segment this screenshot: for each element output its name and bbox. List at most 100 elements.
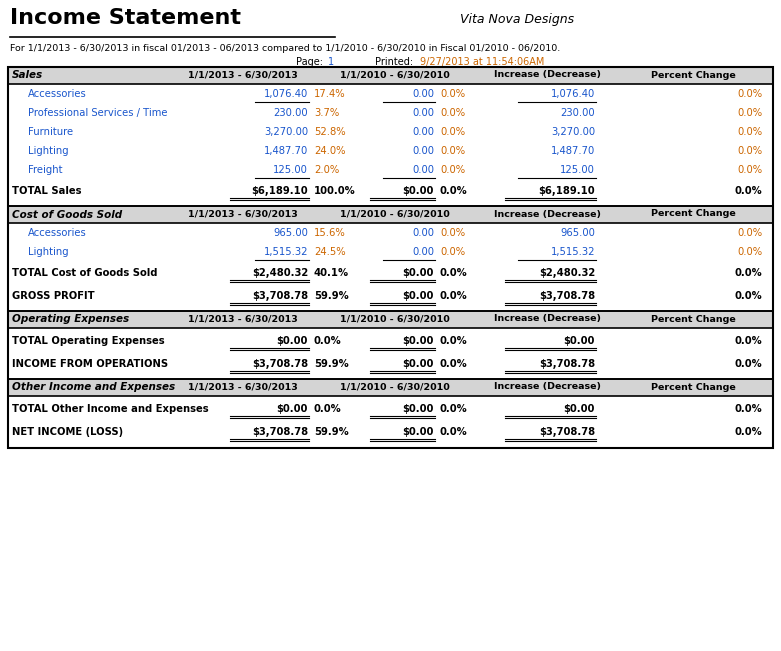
Text: $0.00: $0.00 bbox=[403, 268, 434, 278]
Text: $0.00: $0.00 bbox=[403, 186, 434, 196]
Text: Accessories: Accessories bbox=[28, 228, 87, 238]
Text: Percent Change: Percent Change bbox=[651, 383, 736, 391]
Text: Income Statement: Income Statement bbox=[10, 8, 241, 28]
Text: Percent Change: Percent Change bbox=[651, 210, 736, 219]
Text: 0.0%: 0.0% bbox=[314, 336, 342, 346]
Text: 15.6%: 15.6% bbox=[314, 228, 346, 238]
Text: 0.0%: 0.0% bbox=[734, 427, 762, 437]
Bar bbox=[8, 67, 773, 448]
Text: $0.00: $0.00 bbox=[564, 336, 595, 346]
Text: 3.7%: 3.7% bbox=[314, 108, 339, 118]
Text: 0.0%: 0.0% bbox=[440, 165, 465, 175]
Text: TOTAL Other Income and Expenses: TOTAL Other Income and Expenses bbox=[12, 404, 209, 414]
Text: 1/1/2013 - 6/30/2013: 1/1/2013 - 6/30/2013 bbox=[188, 210, 298, 219]
Text: 0.00: 0.00 bbox=[412, 165, 434, 175]
Text: 1/1/2013 - 6/30/2013: 1/1/2013 - 6/30/2013 bbox=[188, 70, 298, 79]
Text: 1/1/2010 - 6/30/2010: 1/1/2010 - 6/30/2010 bbox=[340, 383, 450, 391]
Text: 0.0%: 0.0% bbox=[734, 404, 762, 414]
Text: $2,480.32: $2,480.32 bbox=[251, 268, 308, 278]
Text: Furniture: Furniture bbox=[28, 127, 73, 137]
Text: 52.8%: 52.8% bbox=[314, 127, 346, 137]
Text: Vita Nova Designs: Vita Nova Designs bbox=[460, 13, 574, 26]
Text: TOTAL Operating Expenses: TOTAL Operating Expenses bbox=[12, 336, 165, 346]
Text: $6,189.10: $6,189.10 bbox=[251, 186, 308, 196]
Text: 0.0%: 0.0% bbox=[737, 108, 762, 118]
Text: 1: 1 bbox=[328, 57, 334, 67]
Text: Increase (Decrease): Increase (Decrease) bbox=[494, 210, 601, 219]
Text: 17.4%: 17.4% bbox=[314, 89, 346, 99]
Text: $3,708.78: $3,708.78 bbox=[252, 427, 308, 437]
Text: 0.00: 0.00 bbox=[412, 89, 434, 99]
Text: 0.00: 0.00 bbox=[412, 146, 434, 156]
Text: $2,480.32: $2,480.32 bbox=[539, 268, 595, 278]
Text: 230.00: 230.00 bbox=[561, 108, 595, 118]
Text: 0.0%: 0.0% bbox=[440, 359, 468, 369]
Text: $3,708.78: $3,708.78 bbox=[252, 359, 308, 369]
Text: GROSS PROFIT: GROSS PROFIT bbox=[12, 291, 95, 301]
Text: Accessories: Accessories bbox=[28, 89, 87, 99]
Text: $3,708.78: $3,708.78 bbox=[252, 291, 308, 301]
Text: 1/1/2010 - 6/30/2010: 1/1/2010 - 6/30/2010 bbox=[340, 314, 450, 324]
Text: 2.0%: 2.0% bbox=[314, 165, 339, 175]
Text: 0.0%: 0.0% bbox=[440, 146, 465, 156]
Text: 3,270.00: 3,270.00 bbox=[551, 127, 595, 137]
Text: 1,076.40: 1,076.40 bbox=[264, 89, 308, 99]
Text: 0.0%: 0.0% bbox=[734, 268, 762, 278]
Text: 0.0%: 0.0% bbox=[737, 165, 762, 175]
Text: Operating Expenses: Operating Expenses bbox=[12, 314, 129, 324]
Text: NET INCOME (LOSS): NET INCOME (LOSS) bbox=[12, 427, 123, 437]
Text: 0.0%: 0.0% bbox=[737, 247, 762, 257]
Text: 100.0%: 100.0% bbox=[314, 186, 356, 196]
Text: 0.00: 0.00 bbox=[412, 108, 434, 118]
Text: 24.5%: 24.5% bbox=[314, 247, 346, 257]
Text: Professional Services / Time: Professional Services / Time bbox=[28, 108, 167, 118]
Text: Cost of Goods Sold: Cost of Goods Sold bbox=[12, 210, 122, 219]
Text: 1,515.32: 1,515.32 bbox=[551, 247, 595, 257]
Text: 0.00: 0.00 bbox=[412, 127, 434, 137]
Text: 1,515.32: 1,515.32 bbox=[263, 247, 308, 257]
Text: 0.0%: 0.0% bbox=[440, 268, 468, 278]
Text: Increase (Decrease): Increase (Decrease) bbox=[494, 383, 601, 391]
Text: Printed:: Printed: bbox=[375, 57, 413, 67]
Text: 0.0%: 0.0% bbox=[734, 359, 762, 369]
Text: 0.0%: 0.0% bbox=[737, 228, 762, 238]
Text: 0.0%: 0.0% bbox=[440, 108, 465, 118]
Text: TOTAL Cost of Goods Sold: TOTAL Cost of Goods Sold bbox=[12, 268, 158, 278]
Text: 24.0%: 24.0% bbox=[314, 146, 345, 156]
Text: 1,487.70: 1,487.70 bbox=[551, 146, 595, 156]
Text: 0.0%: 0.0% bbox=[440, 404, 468, 414]
Text: 0.0%: 0.0% bbox=[314, 404, 342, 414]
Text: 965.00: 965.00 bbox=[273, 228, 308, 238]
Text: 1/1/2010 - 6/30/2010: 1/1/2010 - 6/30/2010 bbox=[340, 210, 450, 219]
Bar bbox=[8, 379, 773, 396]
Text: TOTAL Sales: TOTAL Sales bbox=[12, 186, 81, 196]
Text: 0.0%: 0.0% bbox=[440, 89, 465, 99]
Text: 1/1/2010 - 6/30/2010: 1/1/2010 - 6/30/2010 bbox=[340, 70, 450, 79]
Bar bbox=[8, 67, 773, 84]
Text: 59.9%: 59.9% bbox=[314, 359, 349, 369]
Text: 0.0%: 0.0% bbox=[737, 146, 762, 156]
Text: 0.0%: 0.0% bbox=[734, 186, 762, 196]
Text: $0.00: $0.00 bbox=[564, 404, 595, 414]
Text: Increase (Decrease): Increase (Decrease) bbox=[494, 314, 601, 324]
Text: 965.00: 965.00 bbox=[560, 228, 595, 238]
Text: 0.00: 0.00 bbox=[412, 228, 434, 238]
Text: 0.0%: 0.0% bbox=[440, 427, 468, 437]
Text: $0.00: $0.00 bbox=[276, 404, 308, 414]
Text: 1/1/2013 - 6/30/2013: 1/1/2013 - 6/30/2013 bbox=[188, 383, 298, 391]
Text: Other Income and Expenses: Other Income and Expenses bbox=[12, 383, 175, 393]
Text: $0.00: $0.00 bbox=[403, 291, 434, 301]
Text: 1,487.70: 1,487.70 bbox=[264, 146, 308, 156]
Text: Increase (Decrease): Increase (Decrease) bbox=[494, 70, 601, 79]
Bar bbox=[8, 311, 773, 328]
Text: $0.00: $0.00 bbox=[403, 359, 434, 369]
Text: $3,708.78: $3,708.78 bbox=[539, 359, 595, 369]
Text: 59.9%: 59.9% bbox=[314, 427, 349, 437]
Text: Page:: Page: bbox=[296, 57, 323, 67]
Text: 125.00: 125.00 bbox=[273, 165, 308, 175]
Text: 0.0%: 0.0% bbox=[440, 186, 468, 196]
Text: 0.00: 0.00 bbox=[412, 247, 434, 257]
Text: 3,270.00: 3,270.00 bbox=[264, 127, 308, 137]
Text: 230.00: 230.00 bbox=[273, 108, 308, 118]
Text: $6,189.10: $6,189.10 bbox=[538, 186, 595, 196]
